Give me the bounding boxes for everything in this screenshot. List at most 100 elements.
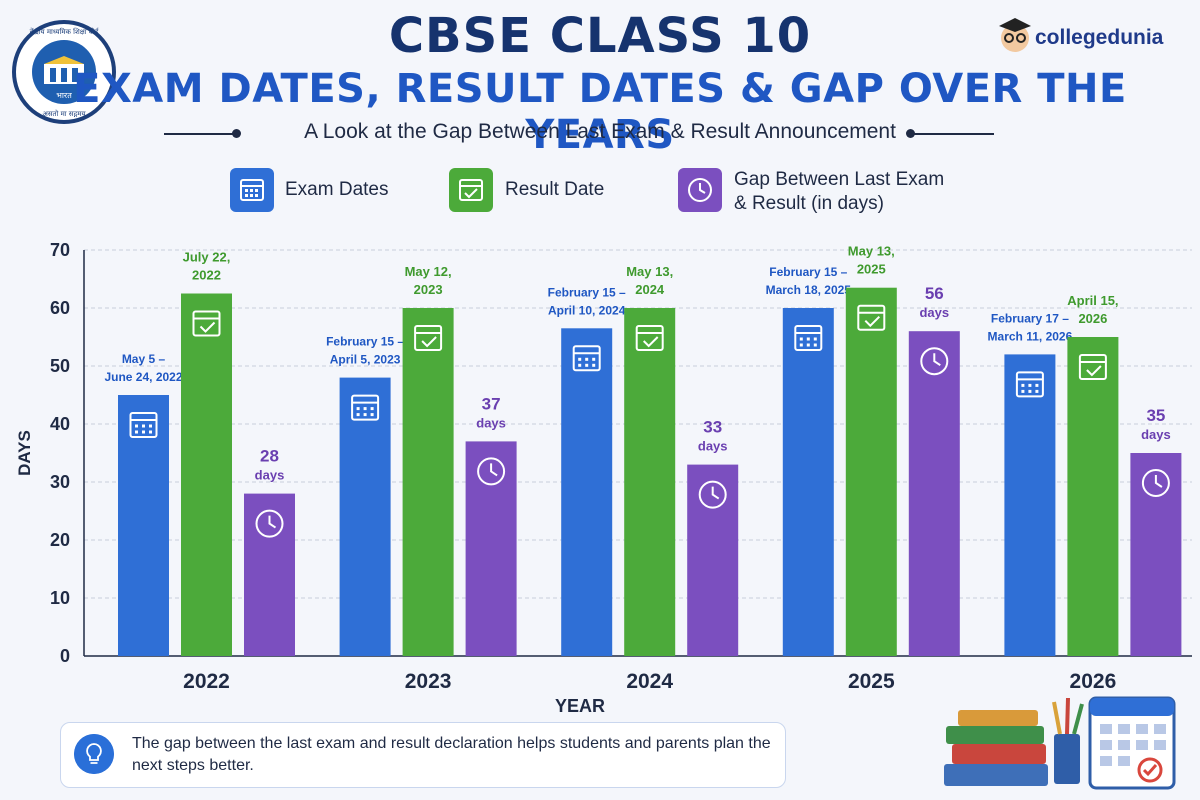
bar-clock-icon-hands [490, 463, 498, 477]
bar-calendar-icon [129, 412, 158, 438]
bar [845, 287, 897, 656]
subtitle-divider-left [164, 133, 234, 135]
bar-calendar-icon-cell [1035, 389, 1039, 393]
clock-icon [688, 178, 712, 202]
data-label: May 5 – [122, 352, 166, 366]
data-label: 2024 [635, 282, 665, 297]
bar-calendar-icon-cell [806, 343, 810, 347]
bar [1004, 354, 1056, 656]
tip-box [60, 722, 786, 788]
bar-calendar-icon-cell [799, 343, 803, 347]
data-label: 2026 [1078, 311, 1107, 326]
legend-gap-swatch [678, 168, 722, 212]
bar-calendar-icon-cell [142, 430, 145, 434]
data-label: May 13, [848, 244, 895, 259]
bar-calendar-icon-cell [1021, 383, 1025, 387]
cbse-emblem-logo: केंद्रीय माध्यमिक शिक्षा बोर्ड भारत असतो… [12, 20, 116, 124]
bar-calendar-icon-cell [356, 407, 360, 411]
bar [181, 293, 232, 656]
bar-calendar-icon-cell [585, 357, 589, 361]
y-tick-label: 60 [50, 298, 70, 318]
subtitle-dot-left [232, 129, 241, 138]
page-title: CBSE CLASS 10 [388, 8, 812, 64]
data-label: 56 [925, 284, 944, 303]
data-label: March 18, 2025 [766, 283, 852, 297]
data-label: days [255, 468, 285, 483]
legend-gap-label-line1: Gap Between Last Exam [734, 169, 945, 190]
bar-calendar-check-mark [421, 336, 437, 348]
bar-calendar-icon-cell [813, 337, 817, 341]
bar-calendar-icon-cell [363, 413, 367, 417]
y-axis-label: DAYS [15, 430, 34, 476]
data-label: 2025 [857, 262, 886, 277]
bar-calendar-check-icon [857, 304, 886, 331]
bar [624, 308, 676, 656]
y-tick-label: 50 [50, 356, 70, 376]
subtitle: A Look at the Gap Between Last Exam & Re… [304, 120, 896, 143]
bar-calendar-check-icon [1078, 354, 1107, 380]
subtitle-divider-right [914, 133, 994, 135]
bar [118, 395, 169, 656]
bar [561, 328, 613, 656]
calendar-check-icon [459, 179, 483, 201]
bar-calendar-icon-cell [142, 424, 145, 428]
bar-calendar-icon [794, 325, 823, 351]
bar-calendar-icon-cell [149, 424, 152, 428]
bar [908, 331, 960, 656]
bar [1130, 453, 1182, 656]
bar-calendar-icon-cell [370, 407, 374, 411]
bar-calendar-icon [351, 394, 380, 421]
data-label: days [1141, 427, 1171, 442]
bar-calendar-icon [572, 345, 601, 372]
bar-clock-icon-hands [711, 486, 720, 500]
x-tick-label: 2024 [626, 670, 673, 693]
bar-calendar-check-icon [192, 310, 221, 337]
bar-calendar-icon-cell [1035, 383, 1039, 387]
x-tick-label: 2026 [1070, 670, 1117, 693]
calendar-icon [240, 179, 264, 201]
data-label: 2023 [414, 282, 443, 297]
bar-clock-icon [255, 509, 284, 538]
bar-clock-icon [1141, 469, 1170, 497]
bar-calendar-check-icon [414, 325, 443, 351]
bar-calendar-icon-cell [799, 337, 803, 341]
data-label: days [476, 415, 506, 430]
data-label: May 13, [626, 264, 673, 279]
data-label: February 15 – [769, 265, 847, 279]
data-label: February 15 – [326, 335, 404, 349]
y-tick-label: 30 [50, 472, 70, 492]
emblem-text-mid: भारत [56, 91, 72, 100]
bar-calendar-icon [1015, 371, 1044, 398]
bar-calendar-icon-cell [578, 357, 582, 361]
y-tick-label: 20 [50, 530, 70, 550]
bar-calendar-icon-cell [1028, 383, 1032, 387]
data-label: March 11, 2026 [988, 329, 1073, 343]
x-tick-label: 2025 [848, 670, 895, 693]
bar-calendar-check-icon [635, 325, 664, 351]
bar [465, 441, 517, 656]
bar-clock-icon [698, 480, 727, 509]
bar-clock-icon [477, 457, 506, 486]
bar-calendar-icon-cell [592, 363, 596, 367]
bar-calendar-check-mark [642, 336, 659, 348]
legend-gap-label: Gap Between Last Exam & Result (in days) [734, 168, 944, 216]
data-label: 28 [260, 447, 279, 466]
bar-calendar-icon-cell [585, 363, 589, 367]
bar-calendar-check-mark [864, 315, 881, 328]
data-label: 37 [482, 394, 501, 413]
page-title-line2: EXAM DATES, RESULT DATES & GAP OVER THE … [73, 66, 1127, 158]
bar-clock-icon [920, 347, 949, 376]
bar-calendar-icon-cell [135, 424, 138, 428]
x-tick-label: 2022 [183, 670, 230, 693]
bar-calendar-icon-cell [370, 413, 374, 417]
bar-calendar-check-mark [1086, 365, 1102, 377]
legend-gap-label-line2: & Result (in days) [734, 193, 884, 214]
data-label: April 5, 2023 [330, 353, 401, 367]
bar-calendar-icon-cell [578, 363, 582, 367]
emblem-text-top: केंद्रीय माध्यमिक शिक्षा बोर्ड [30, 27, 100, 36]
bar-clock-icon-hands [933, 353, 941, 367]
y-tick-label: 40 [50, 414, 70, 434]
bar-chart: 0 10 20 30 40 50 60 70 DAYS YEAR 2022 May 5 – June 2… [15, 240, 1192, 716]
legend-exam-label: Exam Dates [285, 179, 389, 200]
y-tick-label: 0 [60, 646, 70, 666]
